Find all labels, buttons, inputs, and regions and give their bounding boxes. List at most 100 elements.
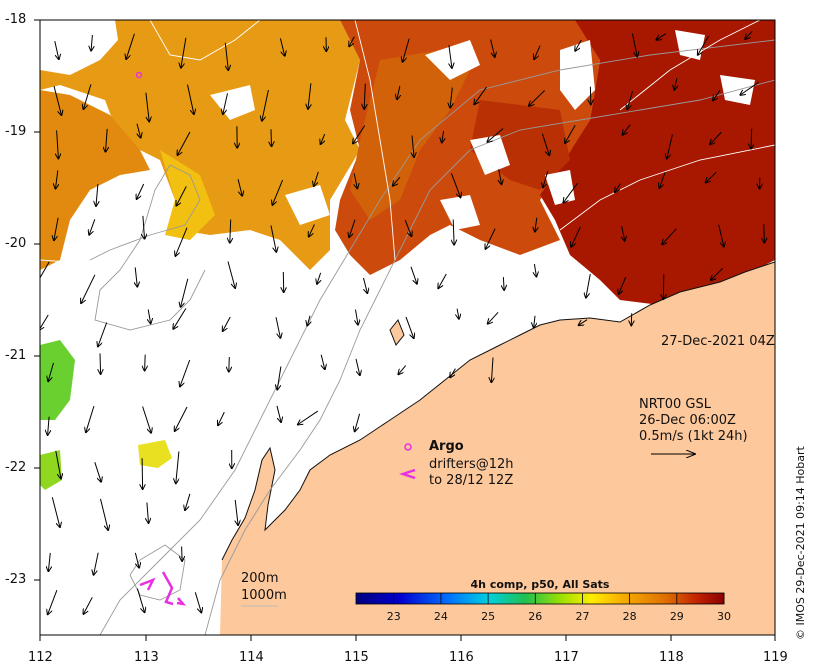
current-vector — [450, 87, 452, 108]
current-vector — [321, 354, 325, 369]
current-vector — [364, 83, 365, 109]
plot-frame — [39, 19, 776, 636]
current-vector — [619, 277, 627, 294]
current-vector — [147, 502, 149, 523]
current-vector — [182, 546, 183, 561]
lat-tick-21: -21 — [5, 348, 27, 363]
current-vector — [136, 588, 144, 613]
current-vector — [175, 406, 188, 431]
current-vector — [148, 309, 150, 324]
current-vector — [710, 131, 722, 144]
current-vector — [565, 124, 576, 143]
argo-float-marker — [135, 71, 143, 79]
colorbar-label: 27 — [575, 610, 590, 623]
bathymetry-contours — [89, 39, 775, 635]
current-vector — [711, 267, 723, 280]
current-vector — [503, 277, 504, 290]
current-source-label: NRT00 GSL — [639, 397, 711, 412]
current-vector — [353, 125, 366, 144]
current-vector — [145, 354, 146, 371]
current-vector — [308, 83, 311, 109]
current-vector — [355, 358, 360, 375]
sst-field — [40, 20, 775, 490]
current-vector — [410, 266, 417, 284]
current-vector — [488, 311, 499, 323]
current-vector — [662, 228, 677, 245]
current-vector — [298, 410, 319, 424]
current-vector — [398, 365, 407, 375]
current-vector — [235, 499, 238, 525]
drifter-legend-marker — [399, 468, 416, 480]
current-vector — [176, 451, 180, 484]
current-vector — [453, 219, 454, 245]
current-vector — [623, 124, 631, 135]
current-vector — [223, 93, 228, 114]
current-vector — [262, 89, 269, 121]
current-vector — [173, 308, 187, 328]
island — [389, 319, 405, 346]
current-vector — [706, 171, 717, 182]
current-vector — [412, 135, 414, 158]
current-vector — [54, 217, 59, 240]
current-vector — [276, 405, 281, 422]
lon-tick-117: 117 — [554, 650, 579, 665]
current-vector — [529, 90, 545, 106]
current-vector — [349, 219, 356, 238]
current-vectors — [40, 30, 765, 614]
current-vector — [764, 223, 765, 243]
current-vector — [713, 90, 721, 100]
current-vector — [674, 78, 677, 90]
credit-label: © IMOS 29-Dec-2021 09:14 Hobart — [794, 446, 807, 640]
current-vector — [143, 215, 145, 239]
lon-tick-119: 119 — [763, 650, 788, 665]
current-vector — [48, 552, 50, 571]
current-vector — [450, 173, 460, 197]
current-vector — [142, 458, 143, 489]
colorbar-label: 30 — [717, 610, 731, 623]
colorbar-label: 29 — [669, 610, 684, 623]
current-vector — [718, 224, 724, 247]
lon-tick-115: 115 — [344, 650, 369, 665]
current-vector — [349, 36, 355, 47]
current-vector — [535, 217, 537, 232]
current-vector — [307, 315, 310, 326]
current-vector — [627, 91, 633, 109]
current-vector — [54, 40, 59, 59]
current-vector — [622, 226, 625, 241]
current-vector — [181, 37, 187, 68]
lon-tick-118: 118 — [659, 650, 684, 665]
current-vector — [356, 309, 359, 325]
lon-tick-114: 114 — [239, 650, 264, 665]
colorbar-title: 4h comp, p50, All Sats — [470, 578, 610, 591]
current-vector — [55, 450, 61, 479]
current-vector — [314, 171, 319, 186]
current-vector — [100, 353, 101, 374]
current-vector — [134, 552, 139, 568]
current-vector — [96, 184, 98, 206]
current-vector — [178, 131, 191, 155]
current-vector — [48, 416, 50, 435]
current-vector — [457, 308, 459, 319]
contour-1000-label: 1000m — [241, 588, 287, 603]
cloud-gaps — [40, 20, 755, 230]
current-vector — [94, 552, 99, 575]
current-vector — [571, 226, 581, 247]
current-vector — [363, 277, 368, 293]
current-vector — [53, 85, 61, 115]
current-vector — [579, 319, 588, 326]
current-vector — [740, 81, 759, 95]
current-vector — [491, 357, 493, 383]
current-vector — [98, 322, 108, 347]
current-vector — [106, 128, 108, 152]
current-vector — [137, 123, 141, 138]
current-vector — [317, 272, 321, 284]
current-vector — [667, 134, 673, 159]
current-vector — [751, 128, 752, 149]
current-vector — [227, 261, 235, 288]
drifter-tracks — [139, 571, 187, 606]
current-vector — [180, 359, 191, 386]
current-vector — [229, 356, 230, 372]
drifters-to-label: to 28/12 12Z — [429, 473, 514, 488]
argo-label: Argo — [429, 439, 464, 454]
